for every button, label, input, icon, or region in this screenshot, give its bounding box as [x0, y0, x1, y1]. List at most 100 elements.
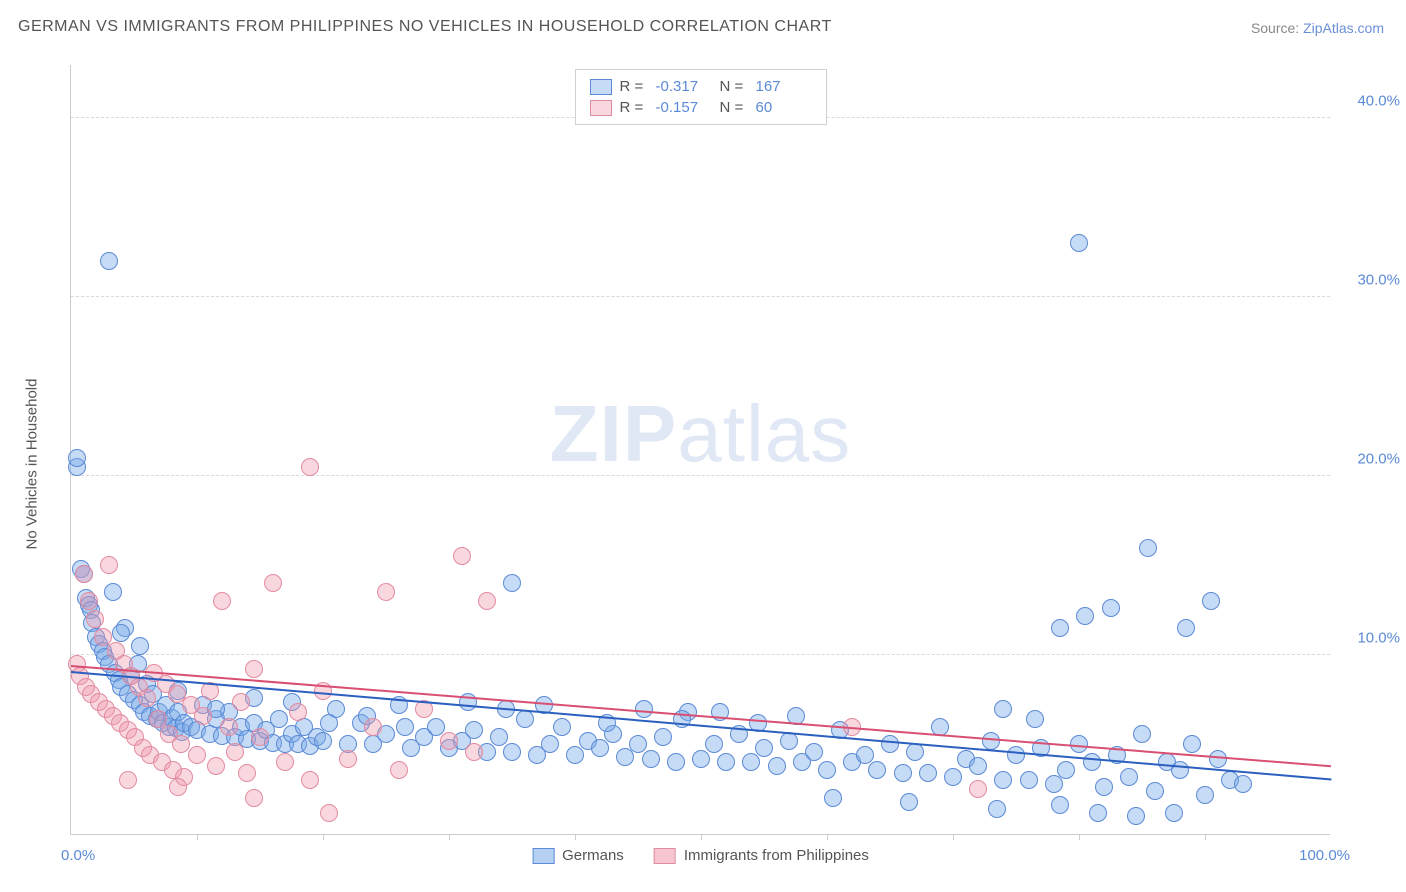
scatter-point	[503, 574, 521, 592]
scatter-point	[169, 778, 187, 796]
scatter-point	[314, 732, 332, 750]
x-tick-mark	[701, 834, 702, 840]
scatter-point	[900, 793, 918, 811]
scatter-point	[364, 718, 382, 736]
legend-swatch	[590, 79, 612, 95]
scatter-point	[1076, 607, 1094, 625]
legend-swatch	[590, 100, 612, 116]
scatter-point	[440, 732, 458, 750]
scatter-point	[1051, 619, 1069, 637]
gridline	[71, 654, 1330, 655]
scatter-point	[465, 743, 483, 761]
scatter-point	[969, 757, 987, 775]
scatter-point	[131, 637, 149, 655]
x-tick-mark	[827, 834, 828, 840]
chart-title: GERMAN VS IMMIGRANTS FROM PHILIPPINES NO…	[18, 18, 832, 36]
scatter-point	[1234, 775, 1252, 793]
legend-swatch	[654, 848, 676, 864]
scatter-point	[119, 771, 137, 789]
scatter-point	[717, 753, 735, 771]
source-prefix: Source:	[1251, 20, 1303, 36]
scatter-point	[705, 735, 723, 753]
scatter-point	[1045, 775, 1063, 793]
scatter-point	[320, 804, 338, 822]
x-axis-max-label: 100.0%	[1299, 847, 1350, 864]
y-tick-label: 20.0%	[1340, 450, 1400, 467]
scatter-point	[1165, 804, 1183, 822]
scatter-point	[220, 718, 238, 736]
scatter-point	[301, 771, 319, 789]
y-axis-label: No Vehicles in Household	[24, 378, 41, 549]
scatter-point	[245, 789, 263, 807]
scatter-point	[994, 771, 1012, 789]
scatter-point	[251, 728, 269, 746]
scatter-point	[1095, 778, 1113, 796]
legend-row: R =-0.317N =167	[590, 76, 812, 97]
scatter-point	[1127, 807, 1145, 825]
watermark-rest: atlas	[677, 389, 851, 478]
scatter-point	[112, 624, 130, 642]
scatter-point	[320, 714, 338, 732]
scatter-point	[1177, 619, 1195, 637]
scatter-point	[1120, 768, 1138, 786]
scatter-point	[138, 689, 156, 707]
x-tick-mark	[323, 834, 324, 840]
scatter-point	[894, 764, 912, 782]
scatter-point	[516, 710, 534, 728]
scatter-point	[1089, 804, 1107, 822]
scatter-point	[566, 746, 584, 764]
scatter-point	[377, 583, 395, 601]
y-tick-label: 10.0%	[1340, 629, 1400, 646]
scatter-point	[94, 628, 112, 646]
y-tick-label: 30.0%	[1340, 271, 1400, 288]
x-tick-mark	[953, 834, 954, 840]
scatter-point	[478, 592, 496, 610]
scatter-point	[68, 449, 86, 467]
x-tick-mark	[197, 834, 198, 840]
scatter-point	[1102, 599, 1120, 617]
legend-n-label: N =	[720, 78, 748, 95]
source-link[interactable]: ZipAtlas.com	[1303, 20, 1384, 36]
legend-label: Immigrants from Philippines	[684, 847, 869, 864]
legend-row: R =-0.157N =60	[590, 97, 812, 118]
scatter-point	[868, 761, 886, 779]
scatter-point	[232, 693, 250, 711]
legend-r-label: R =	[620, 99, 648, 116]
scatter-point	[86, 610, 104, 628]
x-tick-mark	[575, 834, 576, 840]
scatter-point	[1070, 234, 1088, 252]
legend-item: Germans	[532, 847, 624, 864]
scatter-point	[642, 750, 660, 768]
scatter-point	[465, 721, 483, 739]
x-tick-mark	[1205, 834, 1206, 840]
watermark: ZIPatlas	[550, 388, 851, 480]
scatter-point	[667, 753, 685, 771]
legend-r-label: R =	[620, 78, 648, 95]
plot-area: ZIPatlas R =-0.317N =167R =-0.157N =60 G…	[70, 65, 1330, 835]
legend-r-value: -0.157	[656, 99, 712, 116]
scatter-point	[994, 700, 1012, 718]
scatter-point	[1183, 735, 1201, 753]
scatter-point	[755, 739, 773, 757]
scatter-point	[264, 574, 282, 592]
chart-container: No Vehicles in Household ZIPatlas R =-0.…	[50, 55, 1386, 872]
scatter-point	[100, 556, 118, 574]
scatter-point	[188, 746, 206, 764]
scatter-point	[692, 750, 710, 768]
scatter-point	[919, 764, 937, 782]
scatter-point	[982, 732, 1000, 750]
scatter-point	[553, 718, 571, 736]
scatter-point	[1196, 786, 1214, 804]
scatter-point	[1051, 796, 1069, 814]
scatter-point	[80, 592, 98, 610]
scatter-point	[969, 780, 987, 798]
scatter-point	[1171, 761, 1189, 779]
scatter-point	[591, 739, 609, 757]
legend-label: Germans	[562, 847, 624, 864]
legend-swatch	[532, 848, 554, 864]
scatter-point	[75, 565, 93, 583]
scatter-point	[944, 768, 962, 786]
series-legend: Germans Immigrants from Philippines	[532, 847, 869, 864]
scatter-point	[654, 728, 672, 746]
gridline	[71, 475, 1330, 476]
